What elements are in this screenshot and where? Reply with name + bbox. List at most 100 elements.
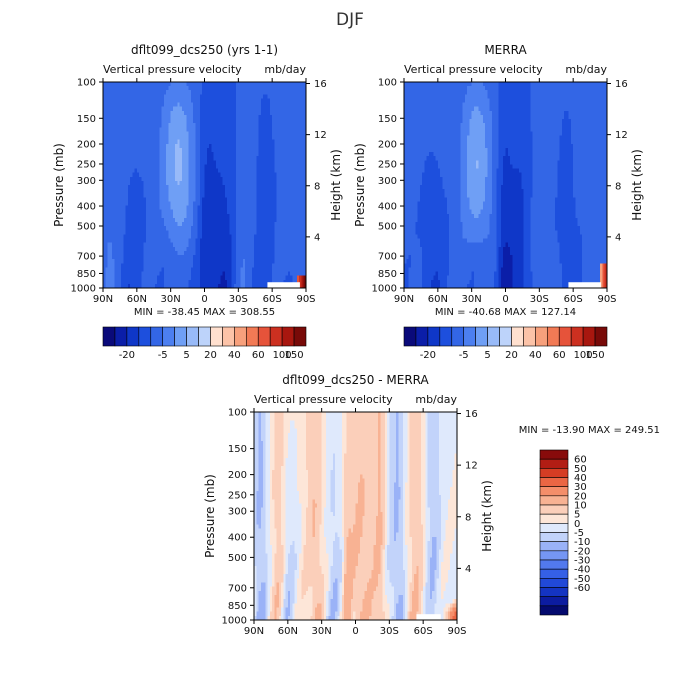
field-cell <box>121 127 124 132</box>
field-cell <box>161 98 165 103</box>
field-cell <box>227 119 230 124</box>
field-cell <box>179 176 183 182</box>
field-cell <box>152 156 156 161</box>
field-cell <box>269 110 273 116</box>
field-cell <box>276 98 280 103</box>
field-cell <box>213 172 217 178</box>
field-cell <box>299 152 302 157</box>
field-cell <box>249 152 253 157</box>
field-cell <box>245 160 248 165</box>
field-cell <box>269 147 273 153</box>
field-cell <box>105 147 108 153</box>
field-cell <box>283 160 287 165</box>
field-cell <box>139 94 142 99</box>
field-cell <box>202 156 205 161</box>
field-cell <box>303 82 307 87</box>
field-cell <box>283 156 287 161</box>
field-cell <box>274 156 278 161</box>
field-cell <box>206 102 210 108</box>
field-cell <box>265 139 269 145</box>
field-cell <box>109 123 113 128</box>
field-cell <box>148 82 151 87</box>
colorbar-box <box>222 326 235 347</box>
field-cell <box>145 139 149 145</box>
field-cell <box>188 114 192 120</box>
field-cell <box>254 172 257 178</box>
field-cell <box>127 176 131 182</box>
field-cell <box>103 90 106 95</box>
field-cell <box>112 106 115 112</box>
field-cell <box>209 106 212 112</box>
field-cell <box>107 143 111 149</box>
field-cell <box>109 131 113 136</box>
field-cell <box>175 160 178 165</box>
field-cell <box>112 172 115 178</box>
field-cell <box>141 90 144 95</box>
field-cell <box>175 139 178 145</box>
field-cell <box>202 172 205 178</box>
field-cell <box>251 110 255 116</box>
field-cell <box>177 98 181 103</box>
field-cell <box>240 114 244 120</box>
field-cell <box>197 90 201 95</box>
field-cell <box>114 176 117 182</box>
field-cell <box>263 114 266 120</box>
field-cell <box>242 127 246 132</box>
field-cell <box>202 143 205 149</box>
field-cell <box>161 127 165 132</box>
field-cell <box>260 98 264 103</box>
field-cell <box>177 119 181 124</box>
field-cell <box>141 102 144 108</box>
field-cell <box>267 164 271 169</box>
field-cell <box>177 82 181 87</box>
field-cell <box>181 106 185 112</box>
field-cell <box>290 98 293 103</box>
field-cell <box>161 152 165 157</box>
field-cell <box>263 110 266 116</box>
field-cell <box>213 98 217 103</box>
field-cell <box>154 90 158 95</box>
field-cell <box>272 106 275 112</box>
field-cell <box>112 156 115 161</box>
field-cell <box>296 114 300 120</box>
field-cell <box>175 119 178 124</box>
field-cell <box>116 139 120 145</box>
field-cell <box>220 90 223 95</box>
field-cell <box>236 82 239 87</box>
field-cell <box>188 106 192 112</box>
field-cell <box>260 139 264 145</box>
field-cell <box>139 123 142 128</box>
field-cell <box>199 123 203 128</box>
field-cell <box>218 164 221 169</box>
field-cell <box>296 172 300 178</box>
field-cell <box>242 147 246 153</box>
field-cell <box>285 119 289 124</box>
field-cell <box>112 102 115 108</box>
field-cell <box>148 110 151 116</box>
field-cell <box>220 135 223 141</box>
field-cell <box>181 90 185 95</box>
field-cell <box>134 168 138 174</box>
field-cell <box>220 160 223 165</box>
field-cell <box>159 90 163 95</box>
field-cell <box>204 168 208 174</box>
field-cell <box>218 131 221 136</box>
field-cell <box>272 156 275 161</box>
field-cell <box>278 98 282 103</box>
field-cell <box>132 106 135 112</box>
field-cell <box>222 168 226 174</box>
field-cell <box>186 139 190 145</box>
field-cell <box>145 135 149 141</box>
field-cell <box>220 176 223 182</box>
field-cell <box>184 127 187 132</box>
field-cell <box>245 106 248 112</box>
field-cell <box>236 156 239 161</box>
field-cell <box>249 90 253 95</box>
field-cell <box>231 139 235 145</box>
field-cell <box>132 168 135 174</box>
field-cell <box>249 147 253 153</box>
field-cell <box>166 106 169 112</box>
field-cell <box>186 98 190 103</box>
field-cell <box>236 102 239 108</box>
field-cell <box>220 123 223 128</box>
